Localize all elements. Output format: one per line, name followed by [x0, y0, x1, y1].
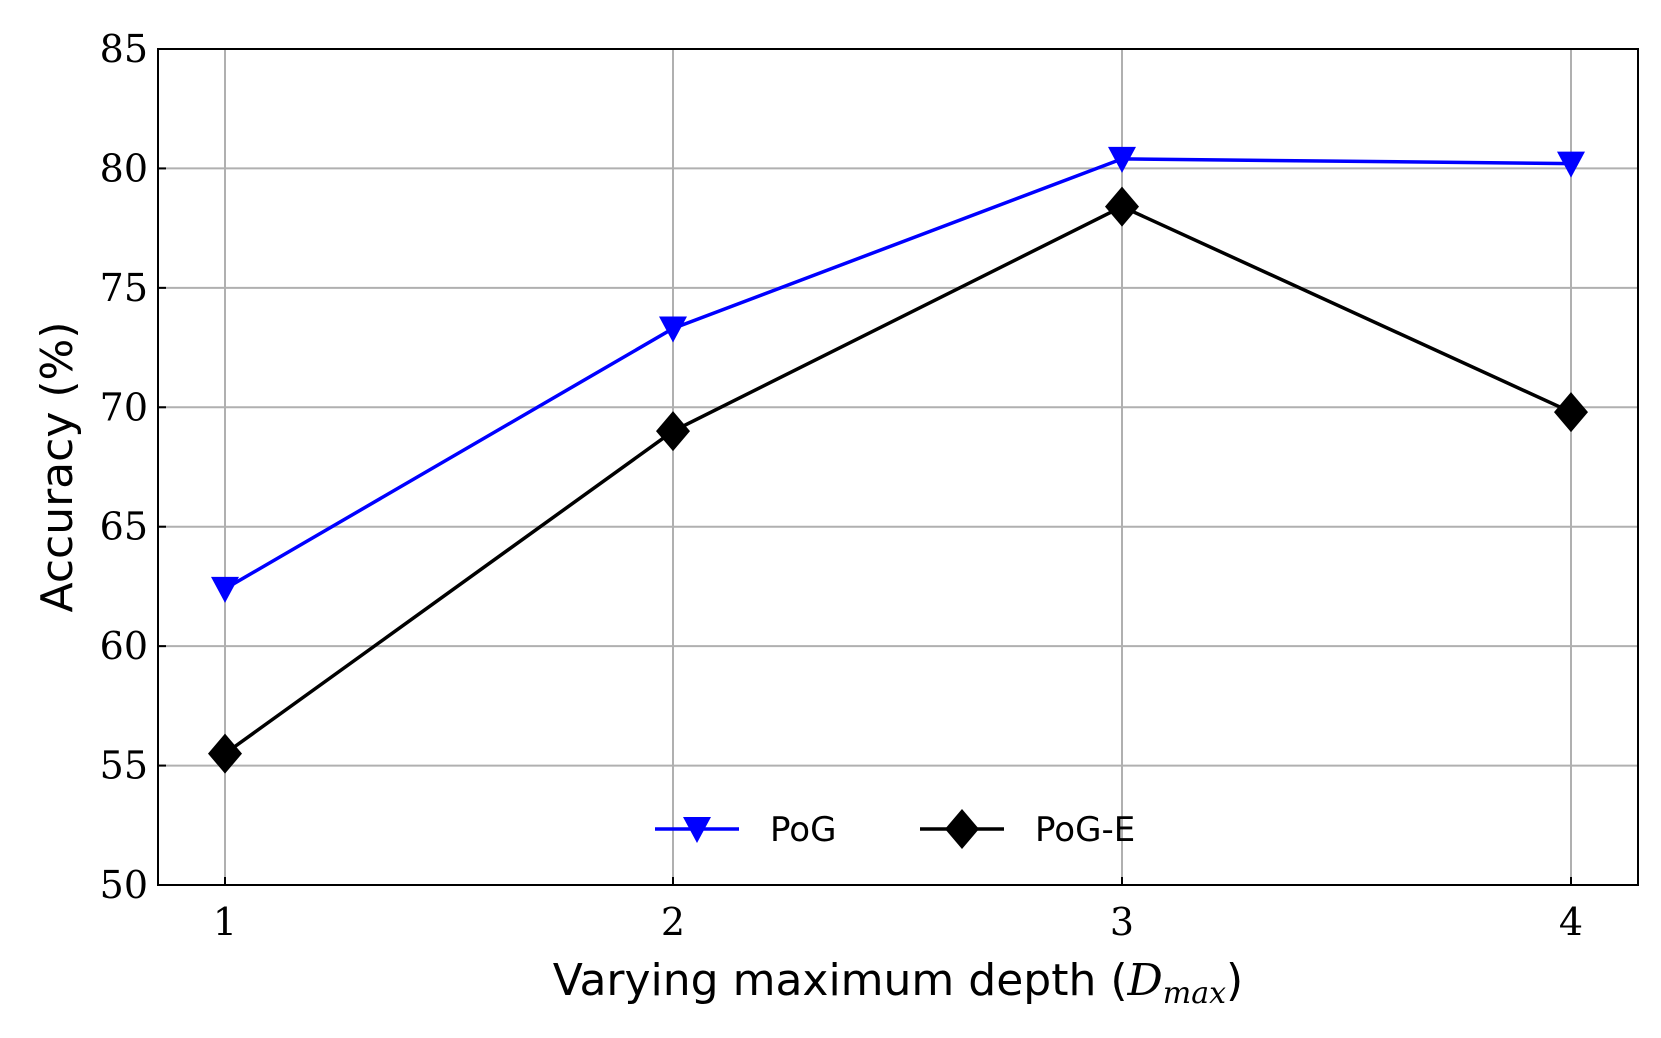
legend-label: PoG: [770, 810, 836, 850]
legend-label: PoG-E: [1035, 810, 1135, 850]
x-tick-label: 3: [1110, 900, 1134, 944]
diamond-marker: [1554, 392, 1588, 433]
x-tick-label: 4: [1559, 900, 1583, 944]
x-axis-label: Varying maximum depth (Dmax): [553, 955, 1243, 1011]
series-pog: [211, 146, 1585, 603]
diamond-marker: [208, 733, 242, 774]
y-tick-label: 55: [100, 744, 148, 788]
triangle-down-marker: [659, 316, 687, 343]
triangle-down-marker: [211, 576, 239, 603]
legend-item-pog: PoG: [655, 810, 836, 850]
triangle-down-marker: [683, 817, 711, 843]
y-tick-label: 60: [100, 624, 148, 668]
ticks: 50 55 60 65 70 75 80 85 1 2 3 4: [100, 27, 1583, 944]
diamond-marker: [1105, 186, 1139, 227]
y-tick-label: 85: [100, 27, 148, 71]
legend-item-pog-e: PoG-E: [920, 809, 1135, 850]
triangle-down-marker: [1557, 151, 1585, 178]
series-line: [224, 157, 1572, 591]
diamond-marker: [656, 411, 690, 452]
series-layer: [208, 146, 1588, 774]
x-tick-label: 2: [661, 900, 685, 944]
series-pog-e: [208, 186, 1588, 774]
y-tick-label: 75: [100, 266, 148, 310]
x-tick-label: 1: [213, 900, 237, 944]
y-tick-label: 70: [100, 385, 148, 429]
series-line: [223, 204, 1572, 756]
plot-frame: [157, 48, 1639, 886]
legend: PoG PoG-E: [655, 809, 1135, 850]
y-tick-label: 50: [100, 863, 148, 907]
triangle-down-marker: [1108, 146, 1136, 173]
y-tick-label: 65: [100, 505, 148, 549]
y-axis-label: Accuracy (%): [32, 321, 83, 612]
grid: [158, 48, 1638, 886]
diamond-marker: [945, 809, 979, 849]
y-tick-label: 80: [100, 146, 148, 190]
